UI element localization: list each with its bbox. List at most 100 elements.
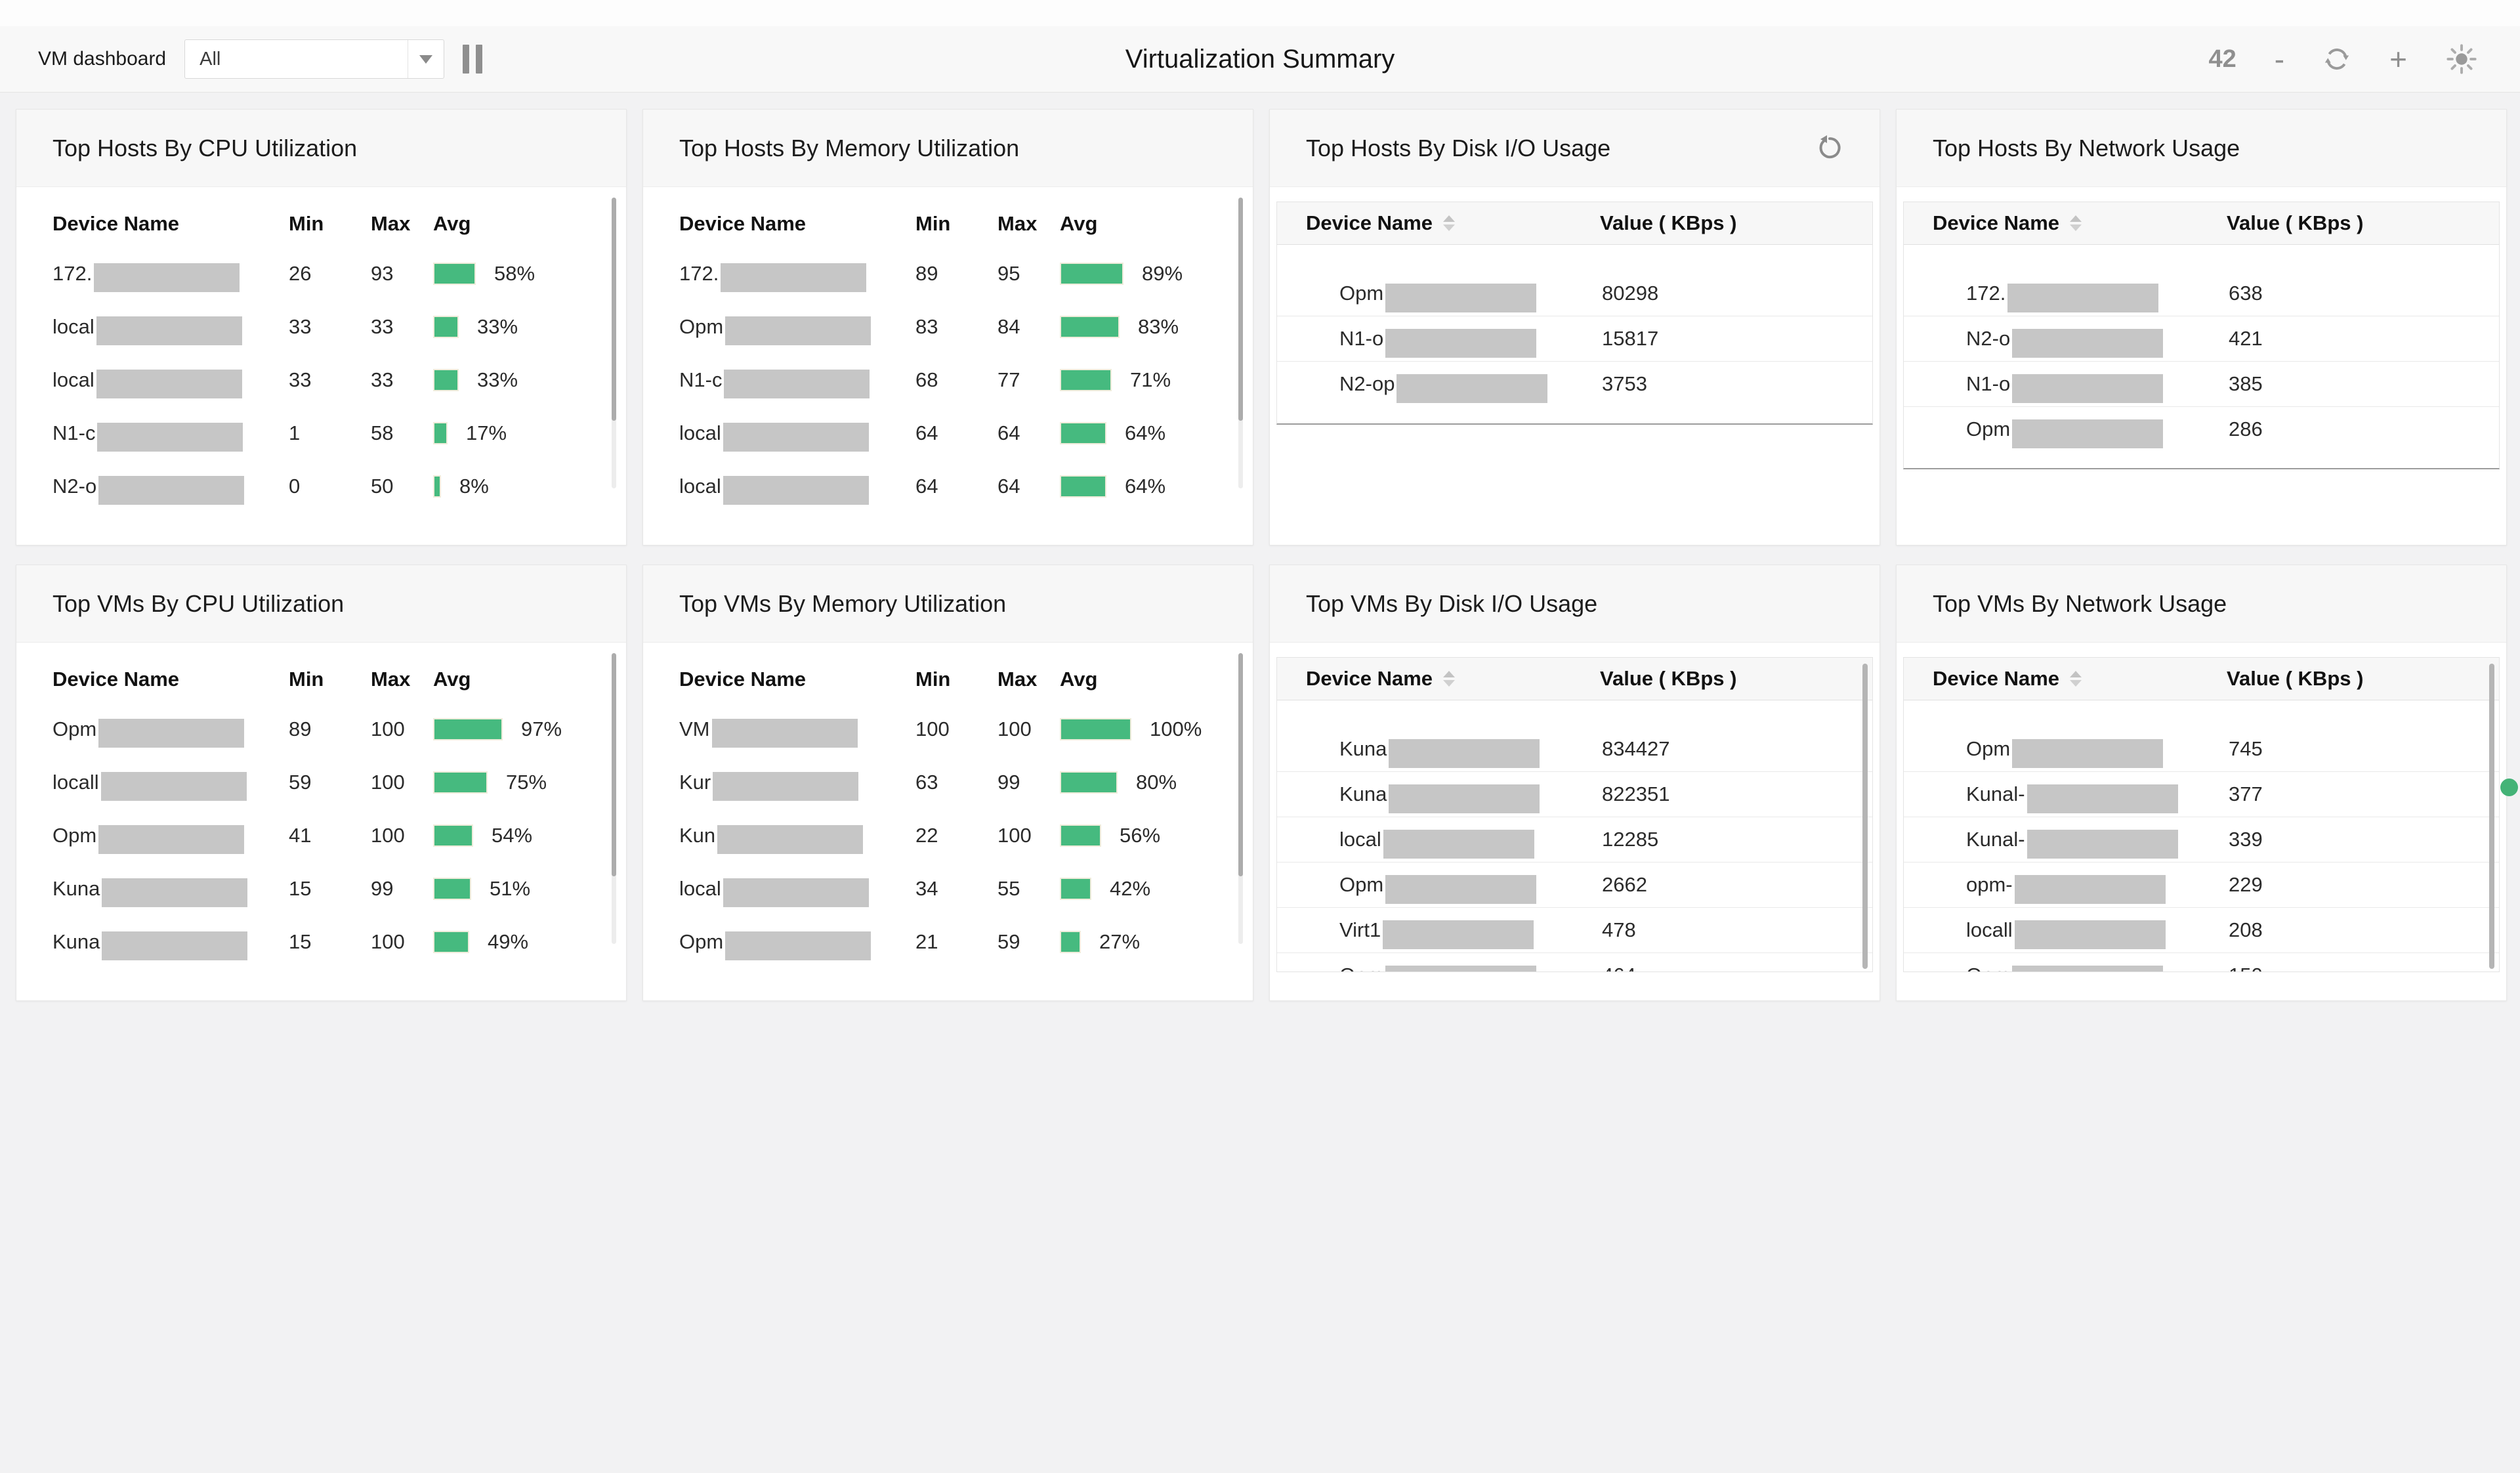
zoom-out-button[interactable]: - xyxy=(2274,42,2285,76)
panel-title: Top VMs By Memory Utilization xyxy=(679,590,1007,617)
table-scrollbar-thumb[interactable] xyxy=(1238,198,1243,421)
device-name-cell[interactable]: VM xyxy=(679,711,858,748)
device-name-cell[interactable]: Opm xyxy=(1339,863,1537,907)
device-name-cell[interactable]: N1-c xyxy=(52,415,243,452)
device-name-cell[interactable]: 172. xyxy=(1966,271,2159,316)
device-name-cell[interactable]: N2-op xyxy=(1339,362,1548,406)
table-scrollbar-thumb[interactable] xyxy=(1238,653,1243,876)
table-row: N2-o 0 50 8% xyxy=(16,460,626,513)
device-name-cell[interactable]: Kur xyxy=(679,764,859,801)
avg-percent-label: 64% xyxy=(1125,421,1166,444)
column-header-value[interactable]: Value ( KBps ) xyxy=(2227,667,2364,690)
sort-icon[interactable] xyxy=(2070,215,2082,231)
device-name-cell[interactable]: N1-c xyxy=(679,362,870,398)
device-name-cell[interactable]: local xyxy=(679,415,869,452)
column-header-device-name[interactable]: Device Name xyxy=(1306,211,1456,235)
device-name-cell[interactable]: Opm xyxy=(1339,953,1537,971)
column-header-value[interactable]: Value ( KBps ) xyxy=(1600,211,1737,234)
panel-title: Top Hosts By Disk I/O Usage xyxy=(1306,135,1611,161)
max-value: 50 xyxy=(371,475,394,498)
column-header-label: Device Name xyxy=(1306,211,1433,234)
device-name-cell[interactable]: N2-o xyxy=(1966,316,2164,361)
avg-cell: 58% xyxy=(433,262,535,286)
device-name-cell[interactable]: Opm xyxy=(1339,271,1537,316)
device-name-cell[interactable]: N2-o xyxy=(52,468,245,505)
device-name-cell[interactable]: Kuna xyxy=(1339,772,1540,817)
dropdown-caret-button[interactable] xyxy=(408,40,444,78)
redaction-box xyxy=(94,263,240,292)
redaction-box xyxy=(723,476,869,505)
column-header-device-name[interactable]: Device Name xyxy=(1933,667,2082,691)
column-header-value[interactable]: Value ( KBps ) xyxy=(1600,667,1737,690)
avg-cell: 80% xyxy=(1060,771,1177,794)
device-name-prefix: Virt1 xyxy=(1339,918,1381,941)
redaction-box xyxy=(98,719,245,748)
avg-percent-label: 54% xyxy=(492,824,533,847)
panel-top-hosts-network: Top Hosts By Network Usage Device Name Val… xyxy=(1896,109,2507,545)
device-name-cell[interactable]: local xyxy=(679,468,869,505)
device-name-cell[interactable]: Kun xyxy=(679,817,864,854)
sort-icon[interactable] xyxy=(2070,671,2082,687)
sort-icon[interactable] xyxy=(1443,215,1456,231)
device-name-prefix: N1-c xyxy=(679,368,723,391)
avg-percent-label: 64% xyxy=(1125,475,1166,498)
device-name-cell[interactable]: Opm xyxy=(1966,727,2164,771)
device-name-cell[interactable]: Opm xyxy=(52,817,245,854)
device-name-cell[interactable]: local xyxy=(1339,817,1534,862)
table-scrollbar-thumb[interactable] xyxy=(2489,664,2494,969)
dashboard-filter-dropdown[interactable]: All xyxy=(184,39,445,79)
table-row: Kur 63 99 80% xyxy=(643,756,1253,809)
value-cell: 638 xyxy=(2229,282,2263,305)
table-row: N2-o 421 xyxy=(1904,316,2499,361)
device-name-cell[interactable]: opm- xyxy=(1966,863,2166,907)
panel-top-hosts-disk-io: Top Hosts By Disk I/O Usage Device Name Va… xyxy=(1269,109,1880,545)
device-name-cell[interactable]: Opm xyxy=(1966,953,2164,971)
avg-percent-label: 97% xyxy=(521,717,562,740)
table-scrollbar-thumb[interactable] xyxy=(612,653,616,876)
device-name-cell[interactable]: local xyxy=(52,309,242,345)
max-value: 33 xyxy=(371,368,394,391)
column-header-device-name[interactable]: Device Name xyxy=(1306,667,1456,691)
column-header-value[interactable]: Value ( KBps ) xyxy=(2227,211,2364,234)
panel-title-bar: Top Hosts By Network Usage xyxy=(1897,110,2506,187)
column-header-avg: Avg xyxy=(433,668,471,691)
device-name-cell[interactable]: Kuna xyxy=(52,924,248,960)
column-header-device-name[interactable]: Device Name xyxy=(1933,211,2082,235)
refresh-button[interactable] xyxy=(2322,45,2351,74)
device-name-cell[interactable]: N1-o xyxy=(1966,362,2164,406)
table-scrollbar-track xyxy=(1238,198,1243,488)
table-scrollbar-thumb[interactable] xyxy=(1862,664,1868,969)
floating-green-dot[interactable] xyxy=(2500,779,2518,796)
device-name-cell[interactable]: Kuna xyxy=(1339,727,1540,771)
zoom-in-button[interactable]: + xyxy=(2389,42,2407,76)
device-name-cell[interactable]: Opm xyxy=(1966,407,2164,452)
device-name-cell[interactable]: Opm xyxy=(52,711,245,748)
device-name-cell[interactable]: N1-o xyxy=(1339,316,1537,361)
value-table: Device Name Value ( KBps ) 172. 638 N2-o 421 N… xyxy=(1903,202,2500,469)
max-value: 95 xyxy=(998,262,1020,285)
device-name-cell[interactable]: local xyxy=(679,870,869,907)
device-name-cell[interactable]: 172. xyxy=(52,255,240,292)
min-value: 15 xyxy=(289,877,312,900)
device-name-cell[interactable]: 172. xyxy=(679,255,867,292)
sort-icon[interactable] xyxy=(1443,671,1456,687)
device-name-cell[interactable]: Virt1 xyxy=(1339,908,1534,952)
table-scrollbar-thumb[interactable] xyxy=(612,198,616,421)
device-name-cell[interactable]: Opm xyxy=(679,924,872,960)
device-name-cell[interactable]: Kuna xyxy=(52,870,248,907)
table-row: N2-op 3753 xyxy=(1277,361,1872,406)
device-name-cell[interactable]: Opm xyxy=(679,309,872,345)
device-name-cell[interactable]: locall xyxy=(1966,908,2166,952)
sort-desc-icon xyxy=(2070,224,2082,231)
min-value: 100 xyxy=(915,717,950,740)
device-name-cell[interactable]: locall xyxy=(52,764,247,801)
restore-button[interactable] xyxy=(1814,132,1845,163)
pause-button[interactable] xyxy=(463,45,483,74)
redaction-box xyxy=(2026,830,2178,859)
device-name-cell[interactable]: local xyxy=(52,362,242,398)
device-name-cell[interactable]: Kunal- xyxy=(1966,772,2178,817)
device-name-prefix: locall xyxy=(52,771,99,794)
brightness-button[interactable] xyxy=(2445,43,2478,75)
table-scrollbar-track xyxy=(612,653,616,944)
device-name-cell[interactable]: Kunal- xyxy=(1966,817,2178,862)
